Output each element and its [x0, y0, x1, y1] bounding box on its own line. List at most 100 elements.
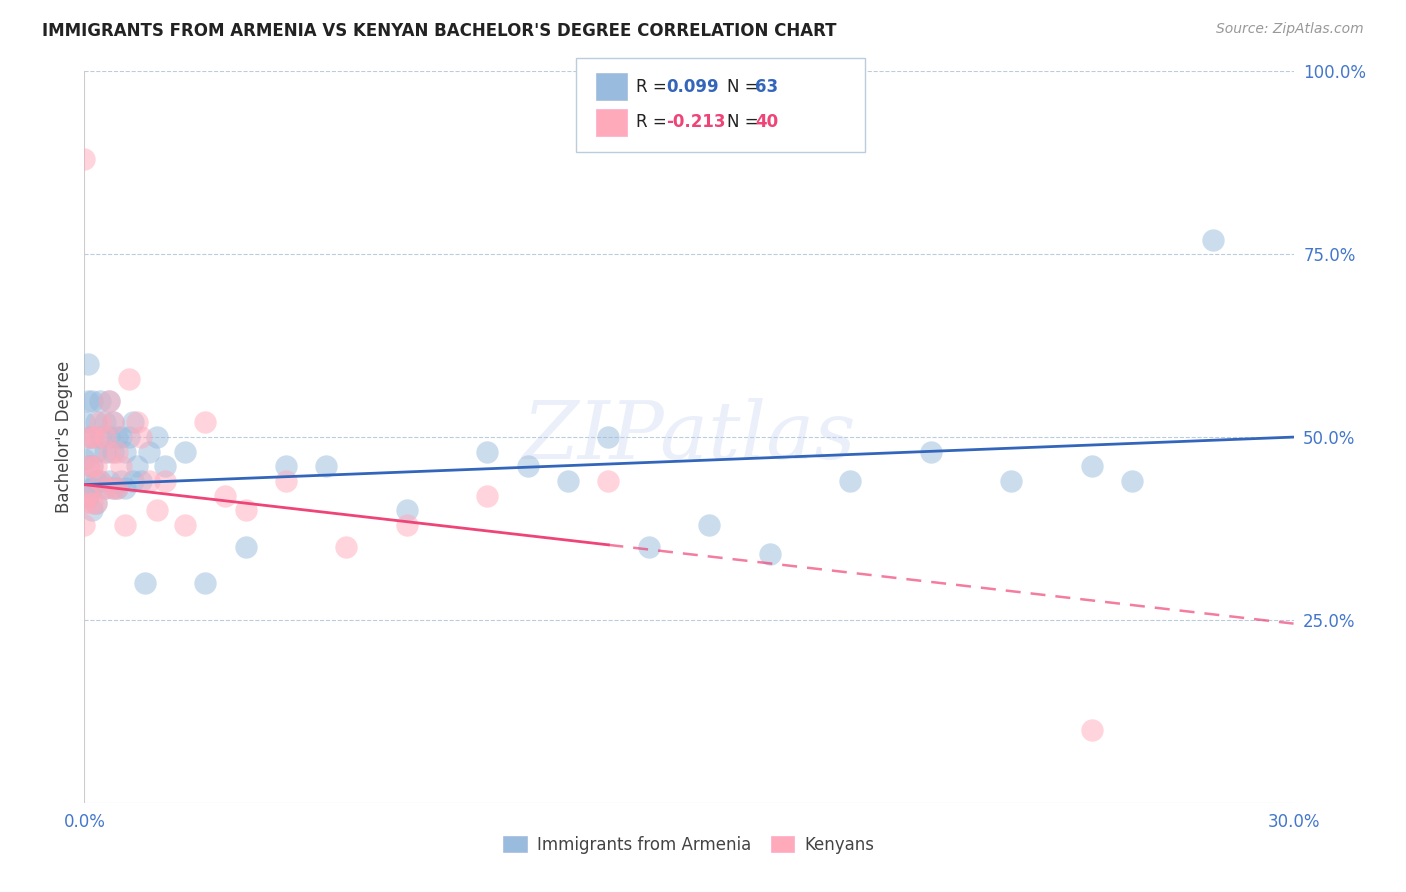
Point	[77, 430, 100, 444]
Point	[516, 459, 538, 474]
Point	[118, 430, 141, 444]
Point	[86, 496, 108, 510]
Point	[1081, 459, 1104, 474]
Point	[235, 540, 257, 554]
Point	[114, 517, 136, 532]
Point	[101, 444, 124, 458]
Point	[138, 474, 160, 488]
Point	[1081, 723, 1104, 737]
Point	[125, 459, 148, 474]
Point	[77, 459, 100, 474]
Point	[101, 416, 124, 430]
Point	[235, 503, 257, 517]
Point	[146, 430, 169, 444]
Point	[86, 416, 108, 430]
Point	[89, 393, 111, 408]
Point	[82, 459, 104, 474]
Point	[477, 489, 499, 503]
Point	[77, 357, 100, 371]
Point	[598, 474, 620, 488]
Text: N =: N =	[727, 78, 763, 95]
Point	[73, 152, 96, 166]
Point	[110, 430, 132, 444]
Point	[101, 481, 124, 495]
Text: IMMIGRANTS FROM ARMENIA VS KENYAN BACHELOR'S DEGREE CORRELATION CHART: IMMIGRANTS FROM ARMENIA VS KENYAN BACHEL…	[42, 22, 837, 40]
Point	[77, 393, 100, 408]
Point	[97, 430, 120, 444]
Text: R =: R =	[636, 78, 672, 95]
Point	[73, 452, 96, 467]
Point	[101, 481, 124, 495]
Point	[129, 474, 152, 488]
Point	[121, 474, 143, 488]
Point	[920, 444, 942, 458]
Point	[477, 444, 499, 458]
Point	[82, 481, 104, 495]
Point	[82, 503, 104, 517]
Point	[274, 459, 297, 474]
Point	[105, 430, 128, 444]
Point	[1121, 474, 1143, 488]
Point	[557, 474, 579, 488]
Point	[89, 430, 111, 444]
Text: R =: R =	[636, 113, 672, 131]
Point	[93, 444, 115, 458]
Point	[86, 474, 108, 488]
Point	[77, 489, 100, 503]
Point	[315, 459, 337, 474]
Point	[105, 444, 128, 458]
Point	[77, 430, 100, 444]
Text: N =: N =	[727, 113, 763, 131]
Point	[598, 430, 620, 444]
Text: ZIPatlas: ZIPatlas	[522, 399, 856, 475]
Point	[93, 416, 115, 430]
Point	[97, 474, 120, 488]
Point	[335, 540, 357, 554]
Point	[105, 481, 128, 495]
Point	[89, 474, 111, 488]
Point	[77, 489, 100, 503]
Point	[77, 459, 100, 474]
Point	[174, 517, 197, 532]
Point	[153, 459, 176, 474]
Point	[138, 444, 160, 458]
Point	[105, 481, 128, 495]
Point	[1000, 474, 1022, 488]
Point	[395, 517, 418, 532]
Point	[82, 430, 104, 444]
Point	[73, 481, 96, 495]
Text: Source: ZipAtlas.com: Source: ZipAtlas.com	[1216, 22, 1364, 37]
Point	[86, 444, 108, 458]
Point	[214, 489, 236, 503]
Point	[101, 416, 124, 430]
Point	[110, 459, 132, 474]
Point	[174, 444, 197, 458]
Point	[114, 444, 136, 458]
Point	[97, 444, 120, 458]
Text: 40: 40	[755, 113, 778, 131]
Point	[97, 393, 120, 408]
Point	[89, 416, 111, 430]
Point	[839, 474, 862, 488]
Point	[93, 481, 115, 495]
Point	[194, 576, 217, 591]
Point	[73, 496, 96, 510]
Point	[110, 474, 132, 488]
Point	[97, 393, 120, 408]
Point	[93, 481, 115, 495]
Point	[93, 430, 115, 444]
Point	[637, 540, 659, 554]
Text: -0.213: -0.213	[666, 113, 725, 131]
Legend: Immigrants from Armenia, Kenyans: Immigrants from Armenia, Kenyans	[496, 829, 882, 860]
Point	[73, 517, 96, 532]
Point	[758, 547, 780, 561]
Point	[114, 481, 136, 495]
Point	[697, 517, 720, 532]
Y-axis label: Bachelor's Degree: Bachelor's Degree	[55, 361, 73, 513]
Text: 63: 63	[755, 78, 778, 95]
Point	[118, 371, 141, 385]
Point	[121, 416, 143, 430]
Point	[395, 503, 418, 517]
Point	[82, 496, 104, 510]
Point	[82, 393, 104, 408]
